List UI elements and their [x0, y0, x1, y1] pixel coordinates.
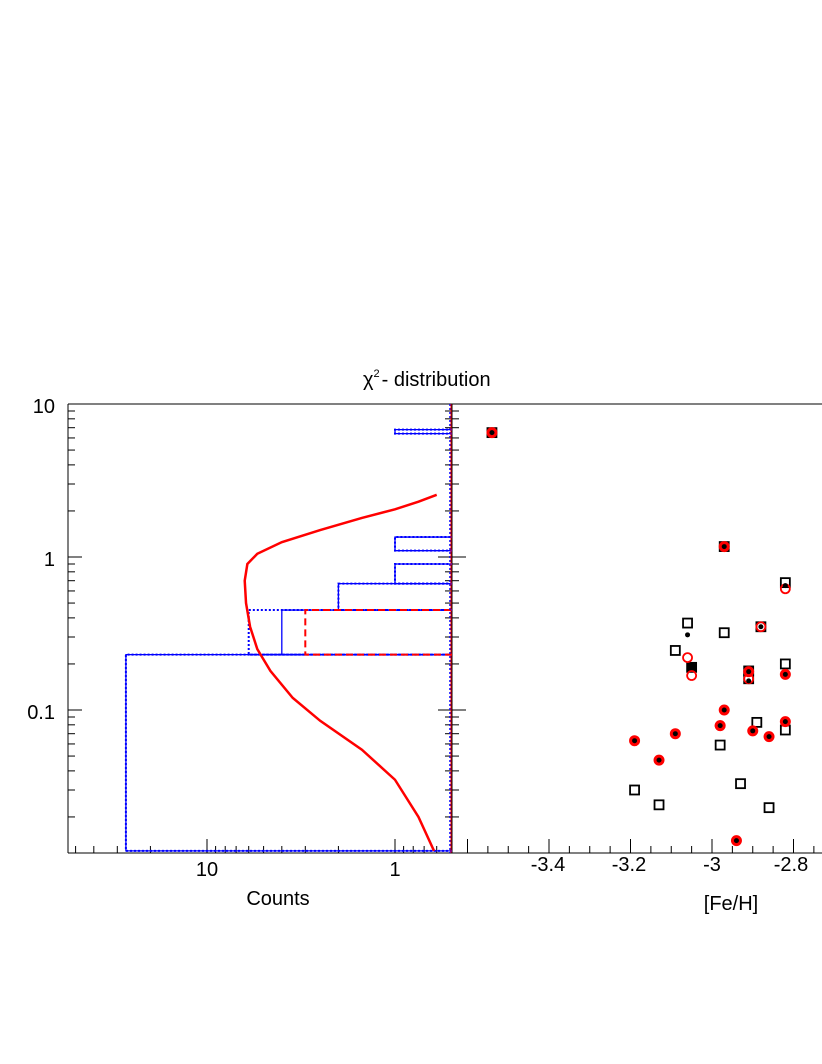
open-circle-marker [686, 670, 698, 681]
chart-title-chi: χ [363, 369, 374, 391]
hist-y-ticks [68, 403, 466, 818]
hist-dashed-bin [304, 609, 452, 656]
hist-solid-bin [394, 563, 452, 585]
black-dot-marker [782, 671, 788, 677]
open-square-marker [653, 799, 665, 811]
hist-solid-bin [281, 609, 452, 656]
open-square-marker [629, 784, 640, 796]
open-square-marker [763, 802, 775, 814]
black-dot-marker [782, 719, 788, 725]
x-tick-label-10: 10 [196, 859, 218, 881]
open-square-marker [718, 627, 730, 639]
fit-curve [243, 493, 438, 852]
open-square-marker [779, 658, 791, 670]
black-dot-marker [489, 430, 495, 436]
open-square-marker [751, 716, 763, 728]
black-dot-marker [721, 707, 727, 713]
open-circle-marker [755, 621, 767, 633]
scatter-x-ticks [467, 839, 815, 853]
y-tick-label-1: 1 [44, 549, 55, 571]
open-square-marker [669, 645, 681, 656]
hist-solid-bin [337, 582, 452, 611]
x-tick-label-1: 1 [389, 859, 400, 881]
feh-tick-label-m2-8: -2.8 [774, 854, 808, 876]
black-dot-marker [746, 678, 752, 684]
black-dot-marker [717, 723, 723, 729]
hist-solid-bin [394, 536, 452, 552]
feh-tick-label-m3: -3 [703, 854, 721, 876]
hist-x-axis-label: Counts [246, 888, 309, 910]
open-square-marker [682, 617, 693, 629]
scatter-panel: -3.4 -3.2 -3 -2.8 [Fe/H] [452, 427, 822, 915]
black-dot-marker [766, 734, 772, 740]
black-dot-marker [656, 757, 662, 763]
open-circle-marker [682, 652, 693, 664]
feh-tick-label-m3-4: -3.4 [531, 854, 565, 876]
open-square-marker [735, 778, 746, 790]
scatter-x-axis-label: [Fe/H] [704, 893, 758, 915]
hist-dotted-bin [394, 536, 452, 552]
black-dot-marker [672, 731, 678, 737]
hist-dotted-bin [394, 563, 452, 585]
chart-title: χ2- distribution [363, 368, 491, 391]
black-dot-marker [746, 669, 752, 675]
hist-dotted-bin [394, 428, 452, 435]
y-tick-label-0-1: 0.1 [27, 702, 55, 724]
black-dot-marker [685, 632, 691, 638]
feh-tick-label-m3-2: -3.2 [612, 854, 646, 876]
hist-dotted-bin [337, 582, 452, 612]
y-tick-label-10: 10 [33, 396, 55, 418]
hist-dotted-bin [247, 609, 452, 656]
hist-dotted-bin [124, 653, 452, 852]
scatter-points [486, 427, 791, 847]
open-square-marker [714, 739, 726, 751]
black-dot-marker [733, 838, 739, 844]
black-dot-marker [632, 738, 638, 744]
black-dot-marker [721, 544, 727, 550]
chart-title-suffix: - distribution [382, 369, 491, 391]
hist-bars [124, 404, 452, 853]
black-dot-marker [782, 583, 788, 589]
chart-title-superscript: 2 [374, 368, 380, 380]
black-dot-marker [750, 728, 756, 734]
hist-solid-bin [125, 654, 452, 852]
black-dot-marker [758, 624, 764, 630]
histogram-panel: 10 1 0.1 10 1 Counts [27, 396, 822, 910]
